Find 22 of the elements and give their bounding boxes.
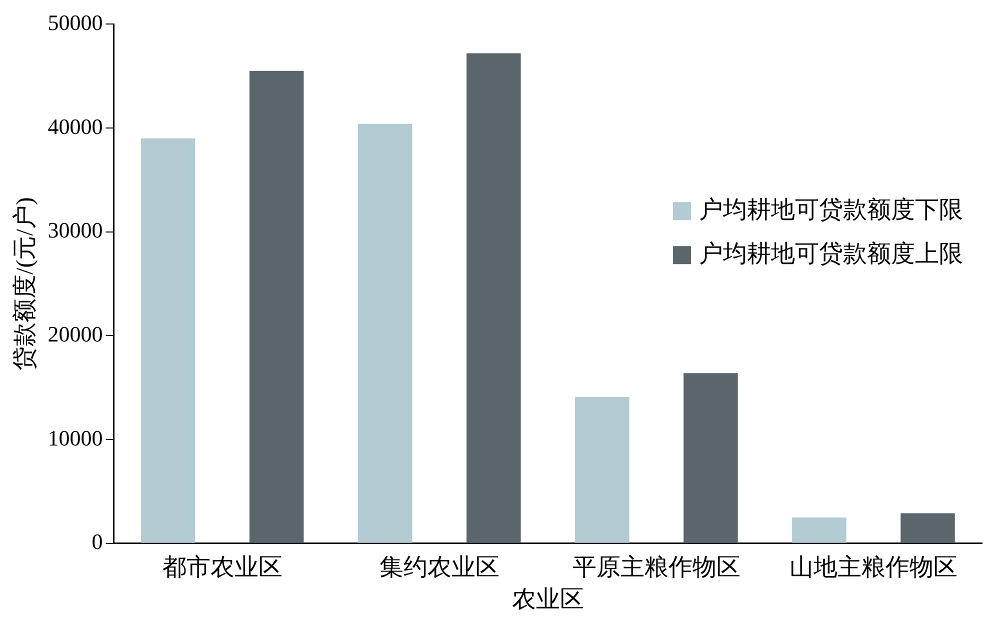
x-tick-label: 集约农业区 — [379, 555, 500, 582]
y-tick-label: 40000 — [48, 114, 103, 139]
bar — [792, 517, 846, 543]
x-axis-title: 农业区 — [512, 586, 584, 613]
legend-label: 户均耕地可贷款额度下限 — [699, 196, 963, 224]
legend-label: 户均耕地可贷款额度上限 — [699, 240, 963, 268]
bar — [140, 138, 196, 543]
bar — [466, 53, 521, 543]
x-tick-label: 平原主粮作物区 — [572, 554, 740, 582]
y-tick-label: 30000 — [48, 218, 103, 243]
bar — [575, 396, 630, 543]
y-tick-label: 0 — [92, 529, 103, 554]
y-tick-label: 50000 — [48, 10, 103, 35]
bar — [249, 70, 304, 543]
x-tick-label: 都市农业区 — [162, 554, 282, 582]
bar — [358, 124, 412, 543]
x-tick-label: 山地主粮作物区 — [789, 554, 958, 582]
y-tick-label: 20000 — [48, 322, 103, 346]
y-axis-title: 贷款额度/(元/户) — [12, 197, 39, 370]
y-tick-label: 10000 — [48, 425, 103, 450]
bar — [900, 513, 955, 543]
bar — [684, 373, 738, 543]
